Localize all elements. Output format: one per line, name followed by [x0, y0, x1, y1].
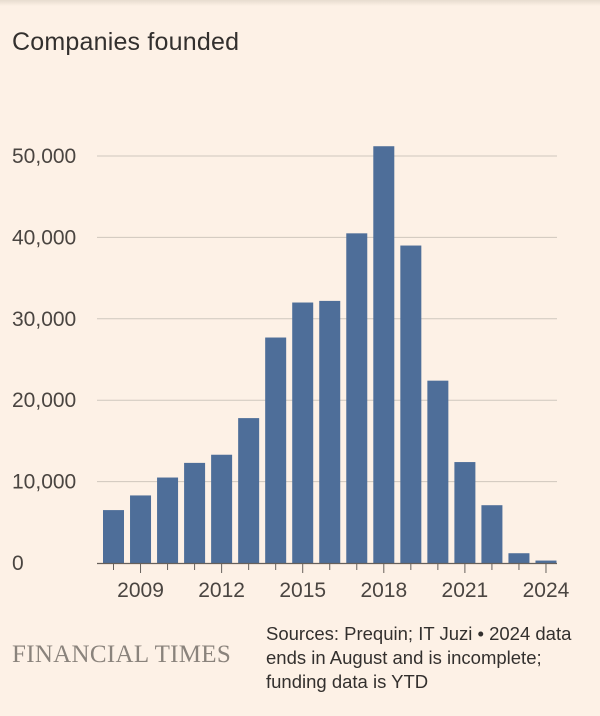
x-tick-label: 2018	[360, 579, 407, 602]
bar-2018	[373, 146, 395, 563]
y-axis-labels: 0 10,000 20,000 30,000 40,000 50,000	[12, 145, 76, 575]
bar-2017	[346, 233, 368, 563]
bar-2020	[427, 380, 449, 563]
bar-2015	[292, 302, 314, 563]
bar-2009	[130, 495, 152, 563]
bar-2016	[319, 300, 341, 563]
bar-2023	[508, 553, 530, 563]
ft-logo: FINANCIAL TIMES	[12, 641, 232, 668]
bar-2022	[481, 505, 503, 563]
x-axis-labels: 2009 2012 2015 2018 2021 2024	[117, 579, 569, 602]
bar-2011	[184, 462, 206, 563]
x-tick-label: 2012	[198, 579, 245, 602]
y-tick-label: 40,000	[12, 226, 76, 249]
y-tick-label: 0	[12, 552, 24, 575]
x-tick-label: 2015	[279, 579, 326, 602]
bar-2021	[454, 462, 476, 563]
y-tick-label: 10,000	[12, 471, 76, 494]
x-axis	[97, 562, 557, 573]
bar-2008	[103, 510, 124, 563]
sources-note: Sources: Prequin; IT Juzi • 2024 data en…	[266, 623, 572, 692]
x-tick-label: 2024	[523, 579, 570, 602]
x-tick-label: 2009	[117, 579, 164, 602]
bars	[103, 146, 557, 564]
y-tick-label: 50,000	[12, 145, 76, 168]
bar-2019	[400, 245, 422, 564]
bar-2012	[211, 454, 233, 563]
bar-2013	[238, 418, 260, 563]
bar-2010	[157, 477, 179, 563]
top-rule	[0, 0, 600, 6]
bar-2024	[535, 560, 557, 563]
x-tick-label: 2021	[442, 579, 489, 602]
bar-2014	[265, 337, 287, 563]
y-tick-label: 30,000	[12, 308, 76, 331]
chart-title: Companies founded	[12, 28, 240, 56]
y-tick-label: 20,000	[12, 389, 76, 412]
